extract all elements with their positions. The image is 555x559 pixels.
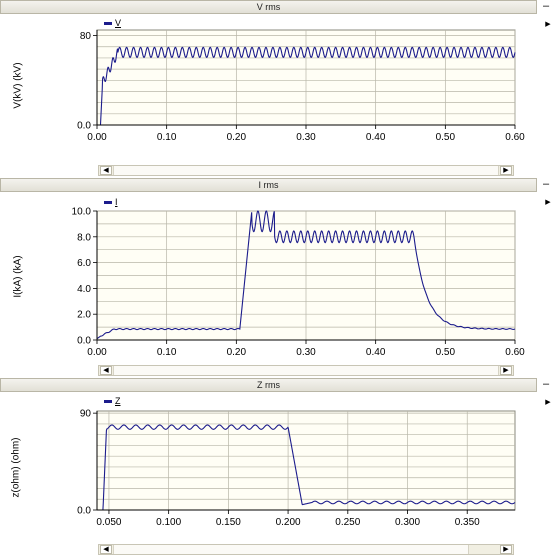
minus-icon[interactable]: – [542, 378, 550, 390]
y-tick-label: 0.0 [77, 506, 91, 517]
x-tick-label: 0.10 [157, 132, 177, 143]
x-tick-label: 0.30 [296, 347, 316, 358]
x-tick-label: 0.350 [455, 517, 480, 528]
chart-legend: Z [104, 396, 121, 406]
x-tick-label: 0.60 [505, 347, 525, 358]
x-tick-label: 0.20 [227, 347, 247, 358]
i-rms-chart: 0.00 0.10 0.20 0.30 0.40 0.50 0.60 0.0 2.0 4.0 6.0… [72, 207, 526, 359]
left-arrow-icon[interactable]: ◀ [100, 366, 112, 375]
panel-title-bar: V rms [0, 0, 537, 14]
panel-title-bar: I rms [0, 178, 537, 192]
z-rms-chart: 0.050 0.100 0.150 0.200 0.250 0.300 0.350 0.0 90 [77, 409, 516, 528]
chart-legend: I [104, 197, 118, 207]
right-arrow-icon[interactable]: ▶ [500, 166, 512, 175]
x-tick-label: 0.250 [335, 517, 360, 528]
x-tick-label: 0.40 [366, 347, 386, 358]
chart-panel-i-rms: I rms – ▶ 0.00 0.10 0.20 0.30 0.40 0.50 0.60 0.… [0, 178, 555, 378]
panel-title: Z rms [257, 380, 280, 390]
x-tick-label: 0.30 [296, 132, 316, 143]
series-line-z [97, 424, 516, 511]
left-arrow-icon[interactable]: ◀ [100, 545, 112, 554]
right-triangle-icon[interactable]: ▶ [545, 199, 551, 206]
y-tick-label: 80 [80, 31, 92, 42]
horizontal-scrollbar[interactable]: ◀ ▶ [98, 544, 514, 555]
right-arrow-icon[interactable]: ▶ [500, 366, 512, 375]
x-tick-label: 0.50 [436, 347, 456, 358]
x-tick-label: 0.200 [276, 517, 301, 528]
y-tick-label: 6.0 [77, 258, 91, 269]
right-triangle-icon[interactable]: ▶ [545, 399, 551, 406]
x-tick-label: 0.50 [436, 132, 456, 143]
x-tick-label: 0.20 [227, 132, 247, 143]
legend-label: I [115, 197, 118, 207]
right-triangle-icon[interactable]: ▶ [545, 21, 551, 28]
x-tick-label: 0.100 [156, 517, 181, 528]
y-axis-label: I(kA) (kA) [12, 255, 24, 298]
right-arrow-icon[interactable]: ▶ [500, 545, 512, 554]
x-tick-label: 0.60 [505, 132, 525, 143]
x-tick-label: 0.300 [395, 517, 420, 528]
y-tick-label: 90 [80, 409, 92, 420]
y-tick-label: 2.0 [77, 310, 91, 321]
v-rms-chart: 0.00 0.10 0.20 0.30 0.40 0.50 0.60 0.0 80 [77, 29, 525, 143]
y-tick-label: 10.0 [72, 207, 92, 218]
horizontal-scrollbar[interactable]: ◀ ▶ [98, 165, 514, 176]
plot-area [96, 410, 516, 511]
y-axis-label: V(kV) (kV) [12, 62, 24, 109]
horizontal-scrollbar[interactable]: ◀ ▶ [98, 365, 514, 376]
scrollbar-thumb[interactable] [113, 166, 499, 175]
x-tick-label: 0.00 [87, 347, 107, 358]
chart-panel-z-rms: Z rms – ▶ 0.050 0.100 0.150 0.200 0.250 0.300… [0, 378, 555, 559]
y-tick-label: 4.0 [77, 284, 91, 295]
minus-icon[interactable]: – [542, 0, 550, 12]
y-tick-label: 0.0 [77, 121, 91, 132]
panel-title: V rms [256, 2, 281, 12]
y-tick-label: 8.0 [77, 232, 91, 243]
y-tick-label: 0.0 [77, 336, 91, 347]
left-arrow-icon[interactable]: ◀ [100, 166, 112, 175]
x-tick-label: 0.00 [87, 132, 107, 143]
x-tick-label: 0.150 [216, 517, 241, 528]
x-tick-label: 0.050 [96, 517, 121, 528]
legend-label: V [115, 18, 122, 28]
legend-label: Z [115, 396, 121, 406]
chart-legend: V [104, 18, 121, 28]
scrollbar-thumb[interactable] [113, 366, 499, 375]
scrollbar-thumb[interactable] [113, 545, 469, 554]
series-line-v [97, 46, 516, 126]
panel-title: I rms [258, 180, 279, 190]
legend-swatch [104, 21, 112, 25]
y-axis-label: z(ohm) (ohm) [10, 437, 22, 498]
legend-swatch [104, 399, 112, 403]
chart-panel-v-rms: V rms – ▶ 0.00 0.10 0.20 0.30 0.40 0.50 0.60 0.… [0, 0, 555, 178]
series-line-i [96, 210, 516, 340]
legend-swatch [104, 200, 112, 204]
panel-title-bar: Z rms [0, 378, 537, 392]
x-tick-label: 0.10 [157, 347, 177, 358]
minus-icon[interactable]: – [542, 178, 550, 190]
x-tick-label: 0.40 [366, 132, 386, 143]
